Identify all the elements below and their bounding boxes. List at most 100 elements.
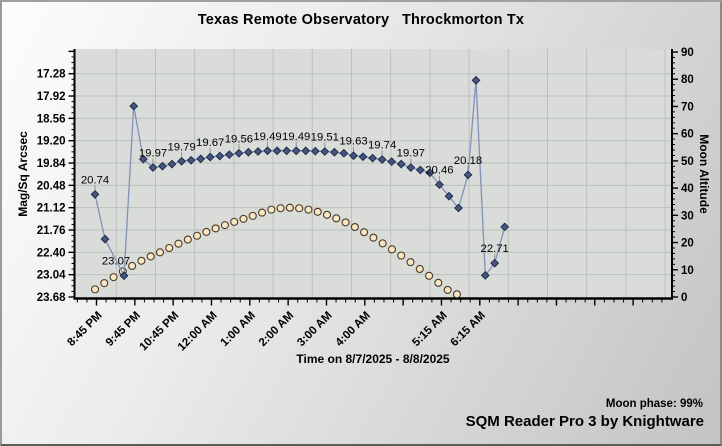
- moon-point: [350, 222, 359, 232]
- moon-point: [341, 218, 350, 227]
- sqm-point-label: 20.74: [81, 174, 109, 186]
- moon-point: [109, 273, 118, 282]
- chart-title: Texas Remote Observatory Throckmorton Tx: [197, 12, 525, 28]
- sqm-point: [138, 154, 148, 164]
- sqm-point: [177, 156, 187, 166]
- sqm-point: [396, 159, 406, 169]
- y-axis-left-title: Mag/Sq Arcsec: [16, 131, 30, 217]
- y-right-tick-label: 80: [681, 74, 694, 86]
- y-right-tick-label: 10: [681, 265, 694, 277]
- moon-point: [211, 224, 220, 233]
- sqm-point: [415, 165, 425, 175]
- app-brand-label: SQM Reader Pro 3 by Knightware: [465, 413, 704, 430]
- sqm-point: [158, 161, 167, 171]
- moon-point: [174, 239, 183, 248]
- sqm-point: [377, 155, 387, 164]
- sqm-point: [234, 148, 244, 158]
- sqm-point: [444, 191, 454, 201]
- moon-point: [360, 228, 369, 237]
- moon-point: [406, 258, 415, 267]
- moon-point: [220, 221, 229, 230]
- x-tick-label: 3:00 AM: [295, 310, 334, 349]
- sqm-point: [263, 146, 272, 156]
- sqm-point-label: 19.79: [167, 141, 195, 153]
- sqm-point: [100, 234, 110, 244]
- sqm-point: [490, 258, 500, 268]
- moon-point: [137, 256, 146, 265]
- moon-point: [304, 205, 313, 214]
- x-tick-label: 4:00 AM: [334, 310, 373, 349]
- y-right-tick-label: 70: [681, 101, 694, 113]
- x-axis-title: Time on 8/7/2025 - 8/8/2025: [296, 352, 450, 366]
- x-tick-label: 2:00 AM: [257, 310, 296, 349]
- x-tick-label: 5:15 AM: [410, 310, 449, 349]
- moon-point: [397, 251, 406, 260]
- y-right-tick-label: 30: [681, 210, 694, 222]
- sqm-point-label: 19.97: [397, 148, 425, 160]
- y-left-tick-label: 17.28: [37, 69, 66, 81]
- x-tick-label: 8:45 PM: [65, 310, 104, 349]
- moon-point: [425, 271, 434, 280]
- moon-point: [239, 214, 248, 223]
- moon-point: [128, 261, 137, 271]
- sqm-point: [368, 153, 378, 163]
- moon-point: [230, 217, 239, 226]
- sqm-point: [119, 271, 129, 281]
- moon-point: [322, 210, 332, 219]
- moon-point: [285, 203, 294, 212]
- moon-point: [146, 252, 155, 261]
- sqm-point: [463, 170, 473, 180]
- sqm-point: [253, 147, 263, 156]
- y-right-tick-label: 0: [681, 292, 687, 304]
- y-left-tick-label: 21.76: [37, 225, 66, 237]
- sqm-point-label: 19.63: [339, 136, 367, 148]
- sqm-point: [282, 146, 292, 156]
- sqm-point: [454, 203, 463, 213]
- y-left-tick-label: 23.04: [37, 270, 66, 282]
- moon-point: [248, 211, 257, 220]
- sqm-point: [480, 270, 490, 280]
- sqm-point: [425, 168, 435, 178]
- moon-point: [434, 278, 443, 287]
- sqm-point: [301, 146, 311, 156]
- sqm-point: [224, 150, 234, 160]
- moon-point: [276, 204, 285, 213]
- x-tick-label: 12:00 AM: [176, 310, 220, 354]
- moon-point: [267, 205, 276, 214]
- moon-point: [257, 208, 267, 217]
- sqm-point-label: 19.56: [225, 133, 253, 145]
- moon-phase-label: Moon phase: 99%: [605, 398, 703, 410]
- sqm-point: [387, 157, 397, 167]
- sqm-point: [471, 75, 481, 85]
- sqm-point: [358, 152, 368, 162]
- sqm-point-label: 19.49: [282, 131, 310, 143]
- sqm-point: [349, 151, 358, 161]
- y-left-tick-label: 22.40: [37, 247, 66, 259]
- sqm-point-label: 19.51: [311, 132, 339, 144]
- moon-point: [100, 279, 109, 288]
- sqm-point-label: 19.74: [368, 140, 396, 152]
- y-left-tick-label: 20.48: [37, 180, 66, 192]
- sqm-point: [406, 163, 416, 172]
- sqm-point: [215, 151, 225, 161]
- moon-point: [369, 233, 378, 242]
- y-left-tick-label: 21.12: [37, 203, 66, 215]
- sqm-point: [272, 146, 282, 156]
- y-axis-right-title: Moon Altitude: [697, 134, 711, 214]
- sqm-point: [243, 147, 253, 157]
- sqm-point: [434, 180, 444, 190]
- sqm-point-label: 20.18: [454, 155, 482, 167]
- y-left-tick-label: 18.56: [37, 113, 66, 125]
- sqm-point: [167, 159, 177, 169]
- moon-point: [443, 285, 452, 294]
- sqm-point: [196, 154, 206, 164]
- sqm-point: [186, 155, 196, 165]
- y-right-tick-label: 40: [681, 183, 694, 195]
- x-tick-label: 1:00 AM: [219, 310, 258, 349]
- y-right-tick-label: 50: [681, 156, 694, 168]
- plot-background: [74, 49, 672, 299]
- sqm-point-label: 20.46: [425, 165, 453, 177]
- y-left-tick-label: 17.92: [37, 91, 66, 103]
